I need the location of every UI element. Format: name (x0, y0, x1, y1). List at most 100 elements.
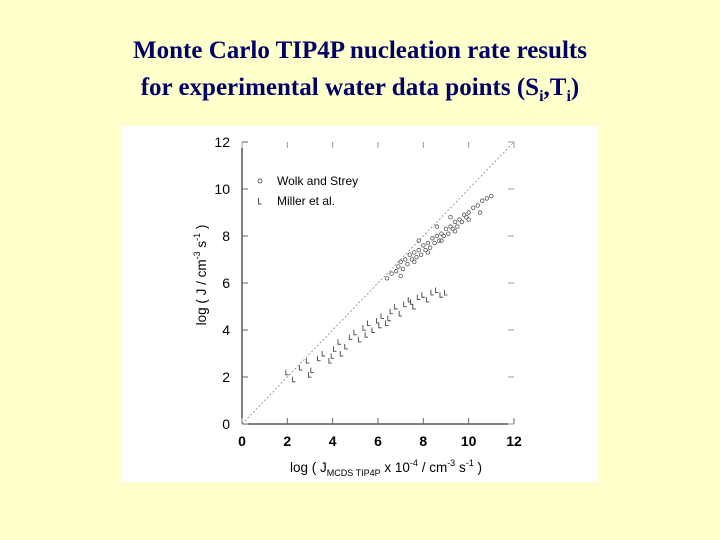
y-axis-label-part: -1 (192, 233, 202, 241)
x-tick-label: 8 (419, 433, 427, 449)
wolk-strey-point (464, 214, 469, 220)
x-axis-label-part: -4 (410, 458, 418, 468)
wolk-strey-point (396, 264, 401, 269)
x-tick-label: 0 (238, 433, 246, 449)
x-tick-label: 6 (374, 433, 382, 449)
title-suffix: ) (570, 74, 580, 101)
miller-point (430, 289, 434, 296)
wolk-strey-point (398, 259, 403, 265)
miller-point (285, 369, 289, 376)
y-tick-label: 10 (214, 181, 230, 197)
miller-point (410, 299, 414, 305)
title-sub-1: i (539, 88, 544, 105)
miller-point (330, 353, 335, 359)
wolk-strey-point (455, 224, 460, 229)
y-tick-label: 2 (222, 369, 230, 385)
wolk-strey-point (452, 229, 458, 234)
wolk-strey-point (416, 238, 421, 243)
wolk-strey-point (441, 233, 446, 239)
miller-point (310, 367, 314, 373)
wolk-strey-point (484, 196, 489, 201)
wolk-strey-point (450, 226, 455, 232)
miller-point (416, 294, 421, 301)
miller-point (378, 322, 382, 329)
wolk-strey-point (448, 214, 453, 220)
wolk-strey-point (489, 193, 494, 199)
miller-point (371, 327, 375, 333)
x-axis-label-part: s (455, 460, 466, 475)
wolk-strey-point (384, 276, 390, 281)
wolk-strey-point (403, 257, 408, 262)
y-axis-label-part: log ( J / cm (194, 259, 209, 325)
legend-marker-circle (257, 178, 263, 184)
miller-point (364, 332, 369, 338)
miller-point (337, 339, 341, 345)
wolk-strey-point (452, 219, 458, 225)
x-axis-label-part: -1 (466, 458, 474, 468)
legend-label: Miller et al. (277, 194, 335, 208)
data-points-layer (285, 193, 494, 383)
miller-point (412, 304, 416, 310)
wolk-strey-point (414, 254, 419, 260)
wolk-strey-point (446, 231, 451, 236)
wolk-strey-point (418, 252, 424, 257)
miller-point (344, 343, 348, 350)
x-tick-label: 2 (283, 433, 291, 449)
x-axis-label: log ( JMCDS TIP4P x 10-4 / cm-3 s-1 ) (290, 458, 482, 478)
wolk-strey-point (400, 266, 406, 272)
wolk-strey-point (412, 250, 417, 255)
legend: Wolk and Strey Miller et al. (257, 174, 358, 208)
x-axis-label-part: ) (474, 460, 482, 475)
wolk-strey-point (477, 210, 483, 215)
miller-point (357, 336, 362, 343)
miller-point (292, 376, 296, 383)
miller-point (403, 301, 407, 308)
title-separator: ,T (543, 74, 567, 101)
y-tick-label: 0 (222, 416, 230, 432)
y-tick-label: 4 (222, 322, 230, 338)
miller-point (389, 308, 394, 315)
y-tick-label: 8 (222, 228, 230, 244)
wolk-strey-point (393, 269, 399, 274)
x-tick-label: 12 (506, 433, 522, 449)
wolk-strey-point (407, 252, 412, 257)
wolk-strey-point (439, 238, 444, 243)
x-axis-label-part: MCDS TIP4P (327, 468, 381, 478)
miller-point (421, 292, 425, 298)
miller-point (348, 334, 353, 340)
wolk-strey-point (466, 210, 471, 215)
title-line-2-prefix: for experimental water data points (S (140, 74, 540, 101)
wolk-strey-point (443, 226, 449, 232)
wolk-strey-point (423, 247, 428, 253)
wolk-strey-point (471, 205, 476, 210)
reference-line (241, 141, 515, 425)
x-tick-label: 4 (329, 433, 337, 449)
scatter-chart: 0 2 4 6 8 10 12 0 2 4 6 8 10 12 Wolk and Strey Miller … (192, 134, 522, 478)
wolk-strey-point (475, 203, 480, 208)
title-line-1: Monte Carlo TIP4P nucleation rate result… (133, 37, 587, 64)
axes-layer: 0 2 4 6 8 10 12 0 2 4 6 8 10 12 (214, 134, 522, 449)
miller-point (353, 329, 357, 336)
miller-point (425, 296, 430, 303)
slide-title: Monte Carlo TIP4P nucleation rate result… (0, 32, 720, 106)
miller-point (444, 289, 448, 296)
wolk-strey-point (480, 198, 485, 203)
wolk-strey-point (434, 233, 440, 239)
miller-point (434, 287, 439, 293)
wolk-strey-point (425, 240, 431, 246)
legend-label: Wolk and Strey (277, 174, 358, 188)
wolk-strey-point (389, 271, 394, 276)
wolk-strey-point (437, 238, 442, 243)
x-axis-label-part: x 10 (381, 460, 410, 475)
wolk-strey-point (430, 236, 435, 241)
miller-point (376, 318, 380, 324)
miller-point (305, 358, 310, 364)
wolk-strey-point (409, 257, 415, 262)
y-axis-label-part: -3 (192, 251, 202, 259)
y-axis-label-part: s (194, 241, 209, 252)
miller-point (380, 313, 385, 319)
title-sub-2: i (566, 88, 571, 105)
reference-line-layer (241, 141, 515, 425)
y-tick-label: 12 (214, 134, 230, 150)
y-axis-label-part: ) (194, 225, 209, 233)
